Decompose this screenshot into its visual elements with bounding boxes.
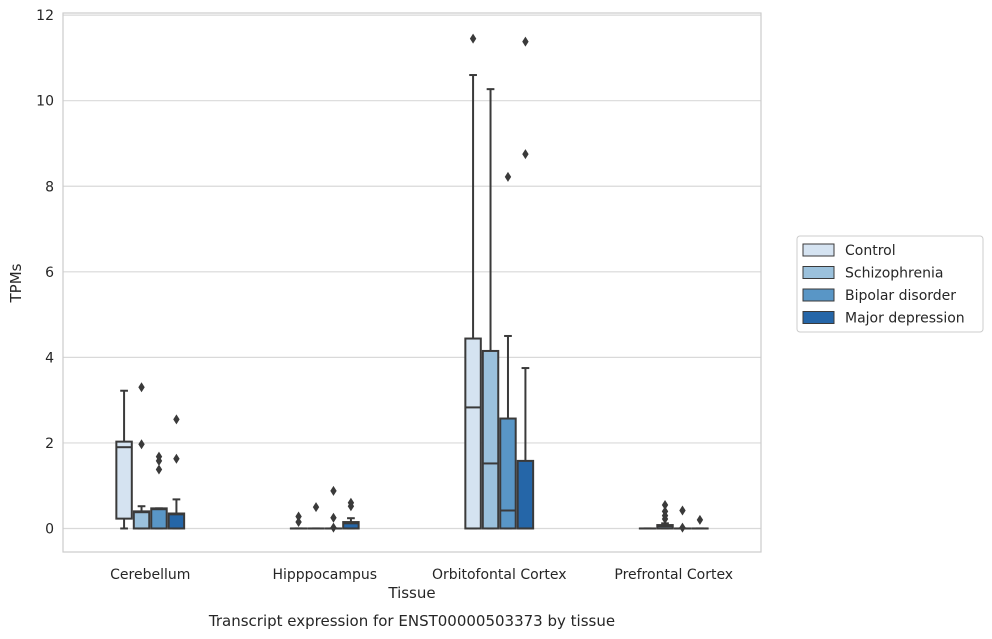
box: [132, 510, 151, 530]
x-tick-label: Hipppocampus: [272, 567, 377, 583]
y-tick-label: 4: [45, 350, 54, 366]
box-group: [150, 451, 168, 530]
plot-frame: [62, 12, 762, 553]
legend-label: Control: [845, 243, 896, 259]
outlier-point: [330, 485, 337, 496]
box-group: [167, 414, 186, 530]
x-tick-label: Cerebellum: [110, 567, 190, 583]
outlier-point: [138, 382, 145, 393]
x-tick-label: Prefrontal Cortex: [614, 567, 733, 583]
y-tick-label: 12: [36, 8, 54, 24]
outlier-point: [522, 149, 529, 160]
outlier-point: [173, 414, 180, 425]
legend-label: Schizophrenia: [845, 266, 943, 282]
legend-label: Bipolar disorder: [845, 288, 956, 304]
outlier-point: [504, 171, 512, 182]
x-axis-title: Tissue: [387, 584, 435, 602]
outlier-point: [330, 512, 337, 523]
boxes: [115, 33, 709, 533]
box-group: [481, 88, 500, 530]
outlier-point: [138, 439, 145, 450]
box: [464, 337, 482, 530]
outlier-point: [522, 36, 529, 47]
outlier-point: [679, 522, 686, 533]
box-group: [289, 511, 308, 530]
y-tick-label: 0: [45, 521, 54, 537]
outlier-point: [173, 453, 180, 464]
legend-swatch: [802, 311, 835, 324]
y-tick-label: 8: [45, 179, 54, 195]
x-tick-labels: Cerebellum Hipppocampus Orbitofontal Corte…: [110, 567, 733, 583]
box-group: [342, 497, 360, 530]
legend-swatch: [802, 266, 835, 279]
box: [342, 521, 360, 530]
legend-swatch: [802, 243, 835, 257]
box: [115, 440, 133, 520]
legend-swatch: [802, 288, 835, 302]
y-tick-label: 2: [45, 436, 54, 452]
outlier-point: [295, 511, 302, 522]
outlier-point: [469, 33, 477, 44]
outlier-point: [679, 505, 686, 516]
box-group: [132, 382, 151, 530]
box-group: [516, 36, 535, 530]
legend-label: Major depression: [845, 311, 965, 327]
y-tick-label: 6: [45, 265, 54, 281]
outlier-point: [661, 499, 669, 510]
outlier-point: [295, 517, 302, 528]
outlier-point: [696, 514, 704, 525]
outlier-point: [312, 502, 320, 513]
box: [499, 417, 517, 530]
box-group: [464, 33, 482, 530]
box-group: [691, 514, 709, 530]
outlier-point: [347, 497, 355, 508]
y-tick-labels: 0 2 4 6 8 10 12: [36, 8, 54, 537]
outlier-point: [155, 451, 163, 462]
box: [150, 507, 168, 530]
y-axis-title: TPMs: [7, 263, 25, 303]
x-tick-label: Orbitofontal Cortex: [432, 567, 567, 583]
box: [167, 512, 186, 530]
outlier-point: [661, 506, 669, 517]
outlier-point: [155, 464, 163, 475]
legend-frame: [796, 235, 984, 333]
box-group: [656, 499, 674, 530]
y-tick-label: 10: [36, 94, 54, 110]
chart-title: Transcript expression for ENST0000050337…: [208, 612, 615, 630]
box-group: [307, 502, 325, 530]
outlier-point: [330, 522, 337, 533]
box: [516, 459, 535, 530]
box-group: [115, 389, 133, 530]
legend: Control Schizophrenia Bipolar disorder Majo…: [796, 235, 984, 333]
box-group: [499, 171, 517, 530]
box: [481, 349, 500, 530]
box-group: [324, 485, 343, 533]
box-group: [673, 505, 692, 533]
grid-lines: [63, 14, 761, 530]
